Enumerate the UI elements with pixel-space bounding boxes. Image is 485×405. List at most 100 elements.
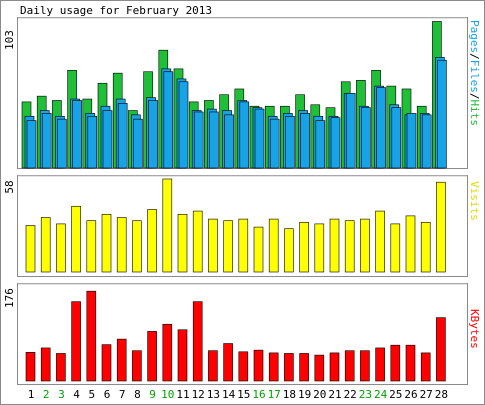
hits-files-pages-bars <box>21 21 447 169</box>
pages-bar <box>330 117 341 169</box>
pages-bar <box>57 118 67 169</box>
kbytes-ylabel: KBytes <box>468 309 481 349</box>
pages-bar <box>345 92 356 169</box>
pages-bar <box>224 114 234 169</box>
day-label: 11 <box>176 388 189 401</box>
pages-bar <box>361 107 371 169</box>
pages-bar <box>437 59 447 169</box>
day-label: 18 <box>283 388 296 401</box>
day-label: 3 <box>58 388 65 401</box>
pages-bar <box>269 118 280 169</box>
day-label: 23 <box>359 388 372 401</box>
pages-bar <box>87 115 98 169</box>
pages-bar <box>26 120 37 169</box>
kbytes-bar <box>405 344 416 382</box>
visits-bar <box>147 209 157 273</box>
kbytes-bar <box>56 353 66 382</box>
kbytes-bar <box>344 350 355 382</box>
day-label: 17 <box>268 388 281 401</box>
visits-bar <box>329 218 340 273</box>
kbytes-bar <box>238 351 249 382</box>
visits-bar <box>25 225 36 273</box>
ylabel-files: Files <box>468 60 481 93</box>
ylabel-sep-1: / <box>468 53 481 60</box>
visits-ylabel: Visits <box>468 181 481 221</box>
pages-bar <box>193 111 204 169</box>
pages-bar <box>117 103 128 169</box>
visits-bar <box>208 218 218 273</box>
day-label: 26 <box>404 388 417 401</box>
visits-bar <box>86 220 97 273</box>
visits-bar <box>56 223 66 273</box>
kbytes-bars <box>25 290 446 382</box>
visits-bars <box>25 178 446 273</box>
day-label: 13 <box>207 388 220 401</box>
kbytes-bar <box>420 352 431 382</box>
ylabel-hits: Hits <box>468 100 481 127</box>
day-label: 28 <box>435 388 448 401</box>
day-label: 19 <box>298 388 311 401</box>
kbytes-bar <box>132 350 142 382</box>
kbytes-bar <box>299 353 309 382</box>
visits-bar <box>223 220 233 273</box>
pages-bar <box>285 115 295 169</box>
visits-bar <box>116 217 127 273</box>
kbytes-bar <box>390 344 401 382</box>
day-label: 21 <box>328 388 341 401</box>
pages-bar <box>421 114 432 169</box>
pages-bar <box>376 87 386 169</box>
visits-bar <box>390 223 401 273</box>
kbytes-bar <box>71 301 81 382</box>
kbytes-bar <box>208 350 218 382</box>
visits-bar <box>71 205 81 273</box>
day-label: 6 <box>104 388 111 401</box>
pages-bar <box>41 113 52 169</box>
pages-bar <box>163 71 174 169</box>
pages-bar <box>406 113 417 169</box>
visits-bar <box>405 215 416 273</box>
visits-bar <box>284 228 294 273</box>
day-label: 10 <box>161 388 174 401</box>
day-label: 1 <box>28 388 35 401</box>
kbytes-bar <box>314 354 325 382</box>
visits-bar <box>360 218 370 273</box>
kbytes-bar <box>177 329 188 382</box>
day-label: 9 <box>149 388 156 401</box>
pages-bar <box>300 113 310 169</box>
ylabel-pages: Pages <box>468 20 481 53</box>
pages-bar <box>239 101 250 169</box>
pages-bar <box>133 118 143 169</box>
pages-bar <box>72 100 82 169</box>
kbytes-bar <box>101 344 112 382</box>
visits-bar <box>101 213 112 273</box>
kbytes-bar <box>375 347 385 382</box>
chart-title: Daily usage for February 2013 <box>20 4 212 17</box>
pages-bar <box>102 110 113 169</box>
kbytes-ymax-label: 176 <box>3 288 16 308</box>
kbytes-bar <box>284 353 294 382</box>
kbytes-bar <box>360 350 370 382</box>
pages-bar <box>315 120 326 169</box>
day-label: 2 <box>43 388 50 401</box>
kbytes-bar <box>116 338 127 382</box>
visits-bar <box>40 217 51 273</box>
kbytes-bar <box>86 290 97 382</box>
hits-ymax-label: 103 <box>3 30 16 50</box>
visits-bar <box>436 181 446 273</box>
visits-bar <box>344 220 355 273</box>
day-label: 14 <box>222 388 236 401</box>
day-label: 12 <box>192 388 205 401</box>
day-label: 8 <box>134 388 141 401</box>
visits-bar <box>132 220 142 273</box>
kbytes-bar <box>147 331 157 382</box>
visits-bar <box>192 210 203 273</box>
day-label: 4 <box>73 388 80 401</box>
kbytes-bar <box>253 349 264 382</box>
visits-bar <box>375 210 385 273</box>
visits-bar <box>238 218 249 273</box>
visits-bar <box>420 221 431 273</box>
kbytes-bar <box>329 352 340 382</box>
ylabel-sep-2: / <box>468 93 481 100</box>
hits-ylabel: Pages/Files/Hits <box>468 20 481 126</box>
